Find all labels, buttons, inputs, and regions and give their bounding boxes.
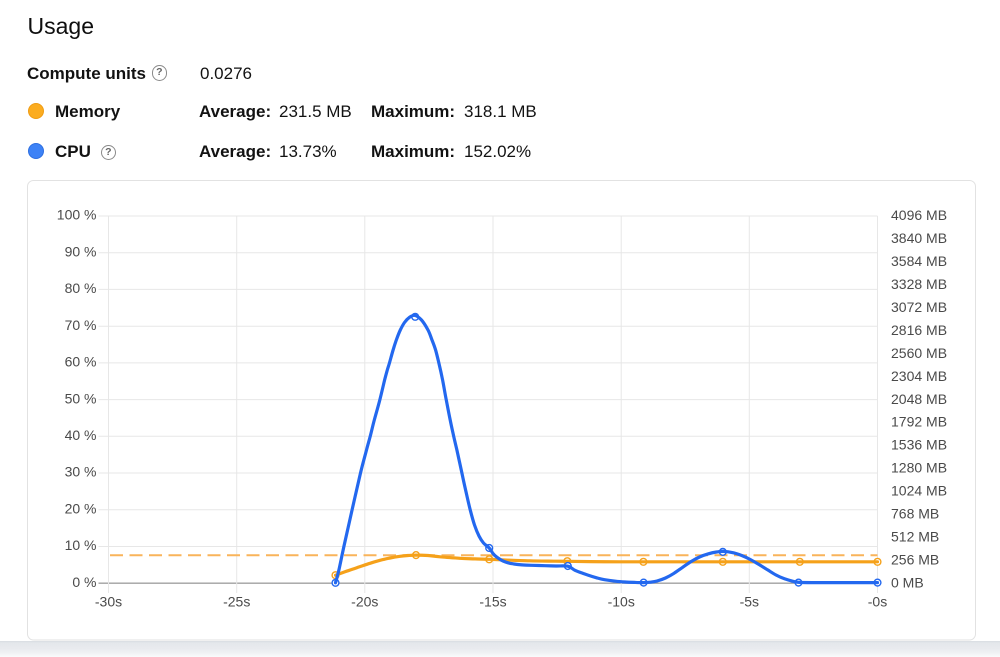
svg-text:-5s: -5s [740,594,759,610]
svg-text:90 %: 90 % [65,243,97,259]
svg-text:-15s: -15s [479,594,506,610]
svg-text:256 MB: 256 MB [891,551,939,567]
svg-text:512 MB: 512 MB [891,529,939,545]
svg-text:4096 MB: 4096 MB [891,207,947,223]
svg-text:30 %: 30 % [65,464,97,480]
svg-text:60 %: 60 % [65,354,97,370]
svg-text:-0s: -0s [868,594,887,610]
svg-text:-30s: -30s [95,594,122,610]
svg-text:80 %: 80 % [65,280,97,296]
svg-text:0 MB: 0 MB [891,574,924,590]
svg-text:10 %: 10 % [65,537,97,553]
svg-text:2304 MB: 2304 MB [891,368,947,384]
svg-text:50 %: 50 % [65,390,97,406]
svg-text:-20s: -20s [351,594,378,610]
svg-text:-25s: -25s [223,594,250,610]
svg-text:3840 MB: 3840 MB [891,230,947,246]
svg-text:20 %: 20 % [65,501,97,517]
svg-text:3328 MB: 3328 MB [891,276,947,292]
svg-text:2560 MB: 2560 MB [891,345,947,361]
svg-text:40 %: 40 % [65,427,97,443]
svg-text:1792 MB: 1792 MB [891,414,947,430]
svg-text:0 %: 0 % [72,574,96,590]
svg-text:100 %: 100 % [57,207,97,223]
svg-text:1024 MB: 1024 MB [891,483,947,499]
svg-text:-10s: -10s [608,594,635,610]
svg-text:1280 MB: 1280 MB [891,460,947,476]
svg-text:3072 MB: 3072 MB [891,299,947,315]
svg-text:768 MB: 768 MB [891,506,939,522]
svg-text:2048 MB: 2048 MB [891,391,947,407]
svg-text:3584 MB: 3584 MB [891,253,947,269]
svg-text:2816 MB: 2816 MB [891,322,947,338]
svg-text:70 %: 70 % [65,317,97,333]
svg-text:1536 MB: 1536 MB [891,437,947,453]
